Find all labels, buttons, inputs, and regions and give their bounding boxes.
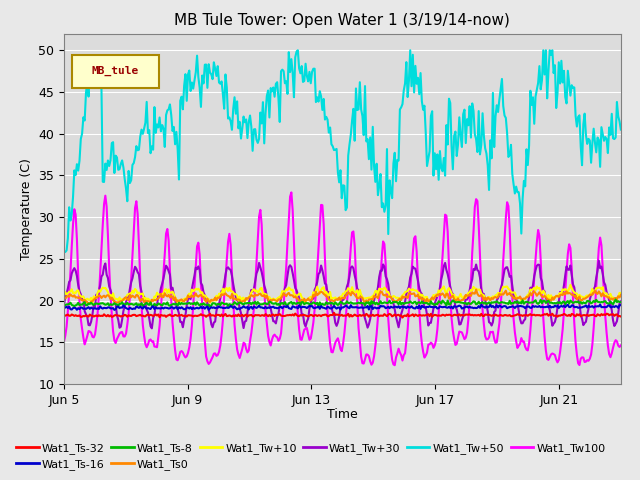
Wat1_Tw+50 [60, 249, 68, 255]
Wat1_Tw+10 [385, 289, 392, 295]
Text: MB_tule: MB_tule [92, 66, 139, 76]
Wat1_Tw+50 [61, 249, 69, 255]
Wat1_Ts-16 [572, 304, 579, 310]
Wat1_Ts-32 [617, 313, 625, 319]
Wat1_Ts-8 [572, 299, 579, 305]
Wat1_Tw100 [385, 316, 392, 322]
Wat1_Ts-32 [492, 312, 499, 317]
Wat1_Tw+30 [385, 281, 392, 287]
Wat1_Tw+50 [617, 127, 625, 132]
Wat1_Ts-16 [502, 303, 509, 309]
Wat1_Ts0 [573, 297, 580, 302]
Wat1_Tw100 [492, 340, 499, 346]
Wat1_Ts-16 [490, 305, 498, 311]
Wat1_Tw+30 [595, 258, 603, 264]
Wat1_Tw100 [103, 204, 111, 210]
Wat1_Tw+50 [503, 130, 511, 136]
Line: Wat1_Ts-16: Wat1_Ts-16 [64, 305, 621, 310]
Wat1_Ts-8 [60, 302, 68, 308]
Wat1_Ts-8 [385, 300, 392, 306]
Wat1_Ts-16 [60, 305, 68, 311]
Title: MB Tule Tower: Open Water 1 (3/19/14-now): MB Tule Tower: Open Water 1 (3/19/14-now… [175, 13, 510, 28]
Wat1_Tw+50 [492, 114, 499, 120]
Wat1_Tw+50 [386, 178, 394, 183]
Wat1_Tw100 [391, 362, 399, 368]
Wat1_Ts-8 [612, 297, 620, 302]
Legend: Wat1_Ts-32, Wat1_Ts-16, Wat1_Ts-8, Wat1_Ts0, Wat1_Tw+10, Wat1_Tw+30, Wat1_Tw+50,: Wat1_Ts-32, Wat1_Ts-16, Wat1_Ts-8, Wat1_… [12, 438, 610, 474]
Wat1_Ts-32 [399, 314, 406, 320]
Wat1_Ts0 [492, 294, 499, 300]
Wat1_Ts-8 [448, 299, 456, 305]
Wat1_Ts0 [617, 292, 625, 298]
Wat1_Ts-32 [573, 312, 580, 317]
Line: Wat1_Tw100: Wat1_Tw100 [64, 192, 621, 365]
Wat1_Tw+10 [60, 293, 68, 299]
Wat1_Ts-16 [448, 304, 456, 310]
Wat1_Tw+30 [103, 272, 111, 277]
Wat1_Tw+30 [448, 289, 456, 295]
Wat1_Ts-32 [503, 312, 511, 318]
Wat1_Ts-8 [490, 299, 498, 305]
Wat1_Ts-32 [330, 310, 338, 316]
Wat1_Ts0 [472, 287, 480, 293]
Line: Wat1_Tw+10: Wat1_Tw+10 [64, 285, 621, 303]
Line: Wat1_Ts0: Wat1_Ts0 [64, 290, 621, 304]
Wat1_Ts0 [84, 301, 92, 307]
Wat1_Ts-16 [385, 304, 392, 310]
Wat1_Tw+10 [448, 290, 456, 296]
Wat1_Ts-8 [617, 299, 625, 305]
Wat1_Tw+10 [573, 291, 580, 297]
Wat1_Tw+50 [104, 157, 112, 163]
Wat1_Tw+30 [148, 325, 156, 331]
Wat1_Tw+10 [88, 300, 96, 306]
Wat1_Tw+50 [573, 124, 580, 130]
Wat1_Tw+30 [60, 302, 68, 308]
Wat1_Ts-16 [596, 302, 604, 308]
Wat1_Ts-16 [617, 302, 625, 308]
Wat1_Ts0 [448, 294, 456, 300]
Wat1_Ts-8 [149, 304, 157, 310]
Wat1_Tw100 [617, 343, 625, 348]
Wat1_Tw+30 [502, 264, 509, 270]
Wat1_Tw+50 [294, 48, 301, 53]
Wat1_Ts-32 [449, 313, 457, 319]
Wat1_Tw100 [449, 328, 457, 334]
Y-axis label: Temperature (C): Temperature (C) [20, 158, 33, 260]
Wat1_Ts-16 [111, 307, 118, 313]
Wat1_Tw+10 [502, 284, 509, 290]
Wat1_Tw100 [287, 190, 295, 195]
Wat1_Ts-8 [502, 300, 509, 306]
Wat1_Tw+10 [490, 294, 498, 300]
Wat1_Tw+30 [617, 299, 625, 304]
FancyBboxPatch shape [72, 55, 159, 88]
Wat1_Tw100 [503, 199, 511, 205]
Wat1_Tw+10 [617, 290, 625, 296]
Wat1_Ts-32 [103, 313, 111, 319]
Wat1_Ts0 [503, 292, 511, 298]
Wat1_Tw+30 [572, 295, 579, 301]
Line: Wat1_Tw+30: Wat1_Tw+30 [64, 261, 621, 328]
Wat1_Ts0 [104, 292, 112, 298]
Wat1_Ts-16 [103, 305, 111, 311]
Wat1_Tw100 [573, 352, 580, 358]
Line: Wat1_Tw+50: Wat1_Tw+50 [64, 50, 621, 252]
Wat1_Ts-32 [385, 312, 392, 318]
X-axis label: Time: Time [327, 408, 358, 421]
Wat1_Tw+50 [449, 167, 457, 172]
Wat1_Ts0 [60, 295, 68, 300]
Wat1_Tw100 [60, 338, 68, 344]
Wat1_Tw+30 [490, 309, 498, 315]
Line: Wat1_Ts-8: Wat1_Ts-8 [64, 300, 621, 307]
Wat1_Tw+10 [104, 289, 112, 295]
Wat1_Ts0 [385, 294, 392, 300]
Line: Wat1_Ts-32: Wat1_Ts-32 [64, 313, 621, 317]
Wat1_Ts-32 [60, 312, 68, 318]
Wat1_Tw+10 [566, 282, 574, 288]
Wat1_Ts-8 [103, 301, 111, 307]
